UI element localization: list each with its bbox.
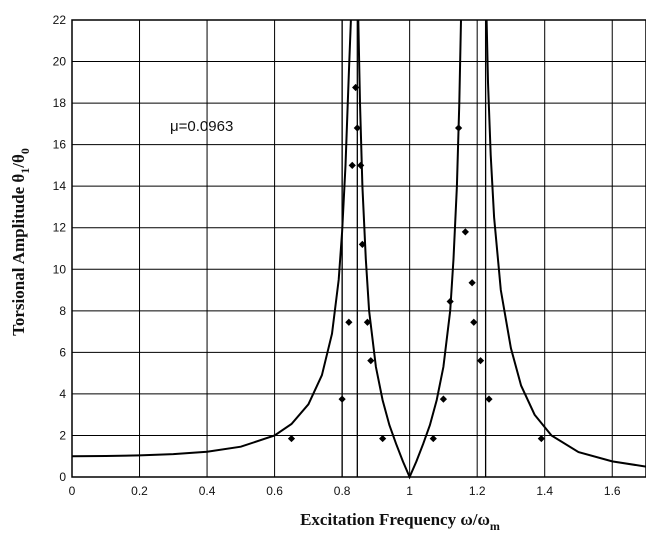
- data-points: [288, 84, 545, 442]
- y-tick-label: 8: [59, 304, 66, 318]
- tick-labels: 0 0.2 0.4 0.6 0.8 1 1.2 1.4 1.6 0 2 4 6 8 10 12 14 16 18 20…: [53, 13, 621, 498]
- data-point: [352, 84, 359, 91]
- y-axis-label-main: Torsional Amplitude θ: [9, 174, 28, 336]
- y-tick-label: 4: [59, 387, 66, 401]
- x-tick-label: 0: [69, 484, 76, 498]
- y-tick-label: 2: [59, 428, 66, 442]
- x-axis-label: Excitation Frequency ω/ωm: [300, 510, 500, 533]
- data-point: [379, 435, 386, 442]
- y-tick-label: 20: [53, 55, 67, 69]
- data-point: [367, 357, 374, 364]
- curves: [72, 20, 646, 477]
- y-axis-label-sub2: 0: [18, 148, 32, 154]
- y-tick-label: 18: [53, 96, 67, 110]
- data-point: [455, 124, 462, 131]
- x-tick-label: 0.6: [266, 484, 283, 498]
- data-point: [470, 319, 477, 326]
- mu-annotation: μ=0.0963: [170, 118, 233, 135]
- response-curve: [72, 20, 351, 456]
- data-point: [477, 357, 484, 364]
- data-point: [430, 435, 437, 442]
- data-point: [288, 435, 295, 442]
- x-tick-label: 1.6: [604, 484, 621, 498]
- x-tick-label: 0.4: [199, 484, 216, 498]
- x-tick-label: 1: [406, 484, 413, 498]
- data-point: [345, 319, 352, 326]
- data-point: [447, 298, 454, 305]
- data-point: [538, 435, 545, 442]
- y-tick-label: 0: [59, 470, 66, 484]
- x-axis-label-main: Excitation Frequency ω/ω: [300, 510, 490, 529]
- data-point: [357, 162, 364, 169]
- x-axis-label-sub: m: [490, 519, 500, 533]
- y-axis-label: Torsional Amplitude θ1/θ0: [9, 148, 32, 336]
- reference-lines: [342, 20, 486, 477]
- y-tick-label: 22: [53, 13, 67, 27]
- x-tick-label: 1.2: [469, 484, 486, 498]
- data-point: [440, 396, 447, 403]
- x-tick-label: 1.4: [536, 484, 553, 498]
- x-tick-label: 0.8: [334, 484, 351, 498]
- y-tick-label: 14: [53, 179, 67, 193]
- y-axis-label-mid: /θ: [9, 154, 28, 169]
- data-point: [485, 396, 492, 403]
- data-point: [339, 396, 346, 403]
- data-point: [349, 162, 356, 169]
- y-tick-label: 12: [53, 221, 67, 235]
- y-tick-label: 16: [53, 138, 67, 152]
- data-point: [469, 279, 476, 286]
- y-tick-label: 10: [53, 262, 67, 276]
- y-tick-label: 6: [59, 345, 66, 359]
- data-point: [462, 228, 469, 235]
- x-tick-label: 0.2: [131, 484, 148, 498]
- response-curve: [487, 20, 646, 467]
